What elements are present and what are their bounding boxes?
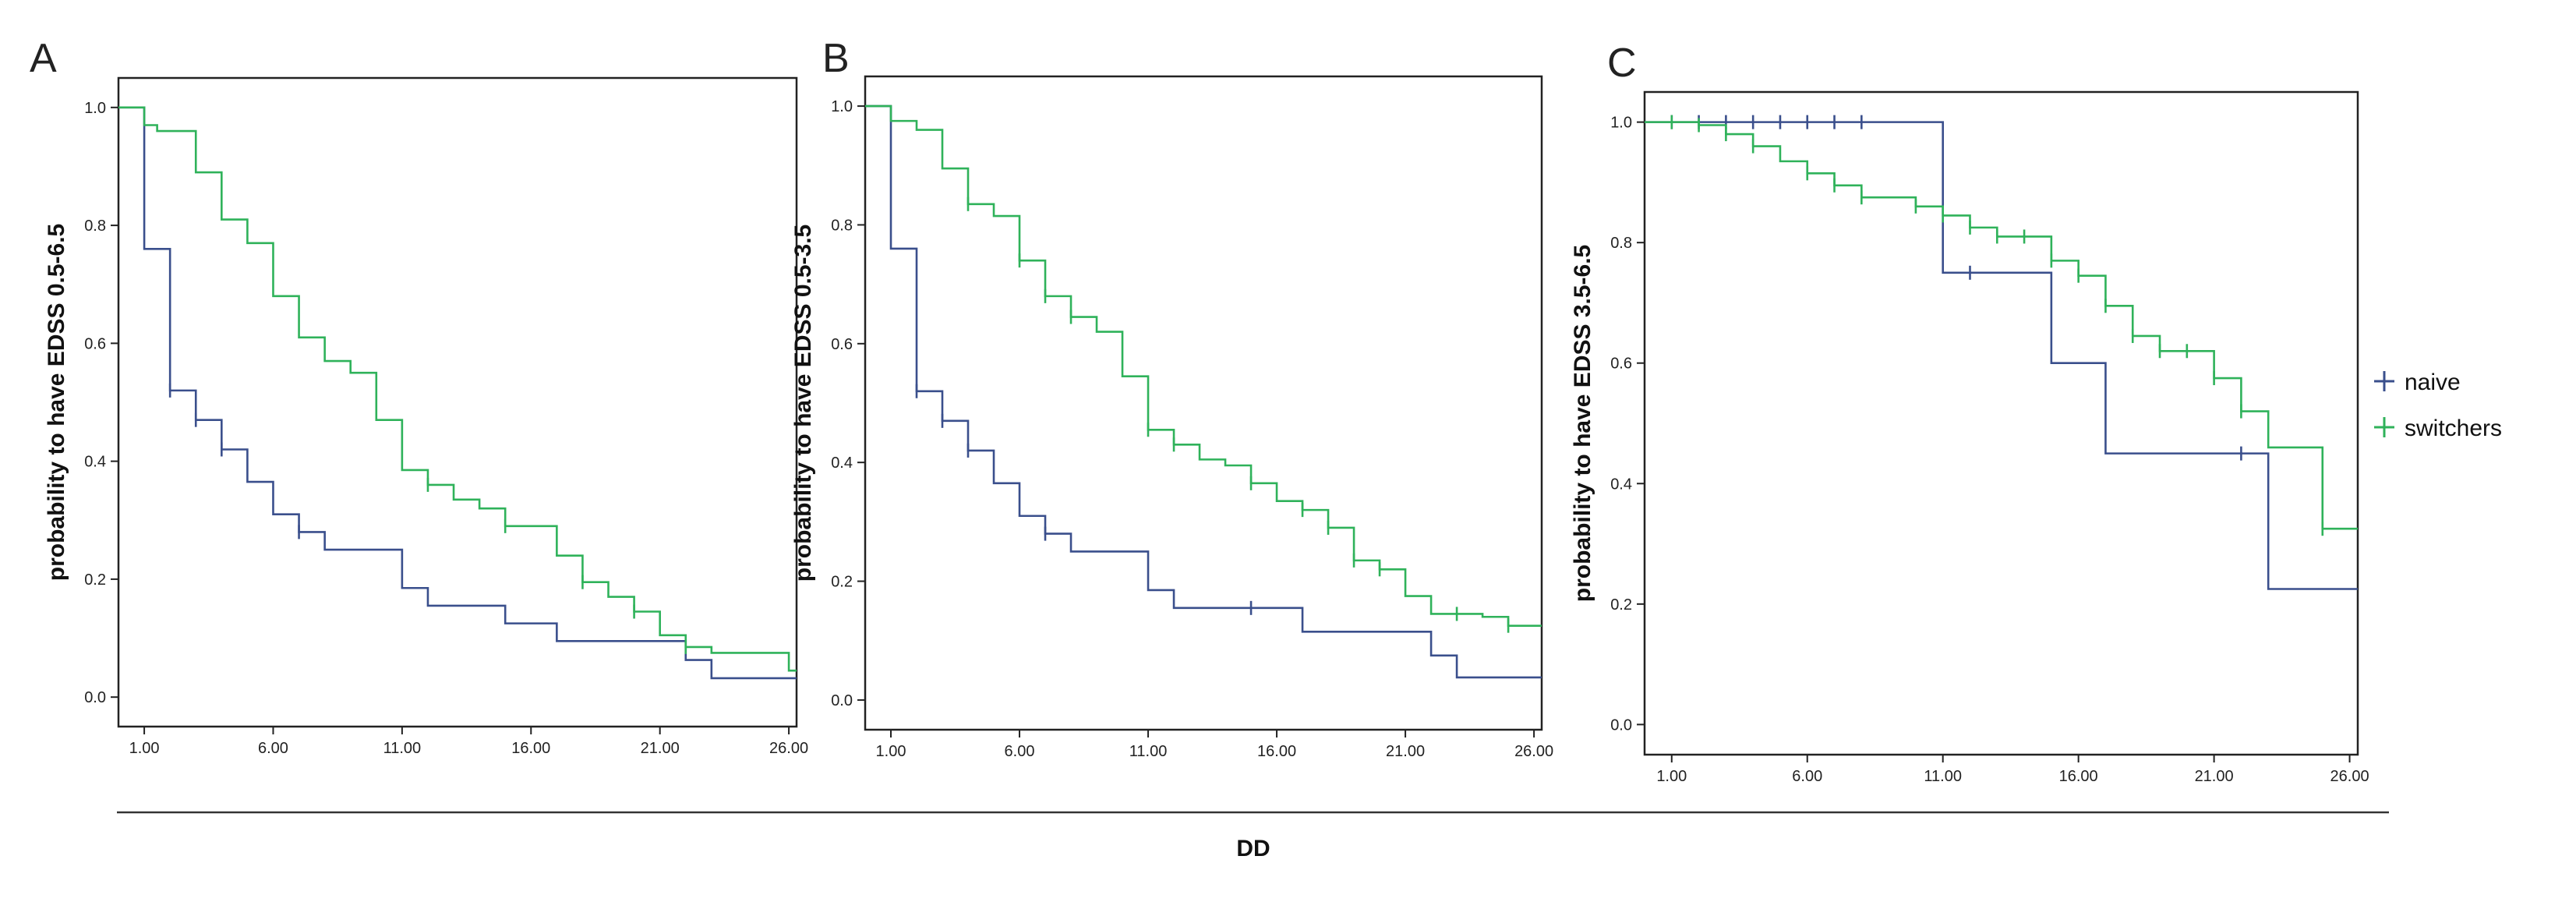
- panel-a-y-tick-label: 0.2: [84, 571, 106, 589]
- panel-a-x-tick-label: 21.00: [641, 740, 680, 757]
- panel-b-naive-survival-curve: [865, 104, 1542, 679]
- panel-a-y-tick-label: 0.0: [84, 689, 106, 706]
- panel-a-y-tick-label: 0.8: [84, 218, 106, 235]
- panel-a-plot-frame: [117, 76, 798, 728]
- panel-a-plot: 0.0 0.2 0.4 0.6 0.8 1.0 1.00 6.00 11.00 16.00 21.0…: [44, 76, 808, 757]
- panel-c-y-tick-label: 0.8: [1610, 235, 1632, 252]
- panel-a-x-tick-label: 1.00: [129, 740, 160, 757]
- panel-c-x-tick-label: 26.00: [2330, 768, 2369, 785]
- panel-a-y-axis-label: probability to have EDSS 0.5-6.5: [44, 224, 69, 581]
- panel-c-y-tick-label: 1.0: [1610, 115, 1632, 132]
- panel-c-x-tick-label: 1.00: [1656, 768, 1687, 785]
- panel-c-y-tick-label: 0.4: [1610, 476, 1632, 493]
- legend-switchers-label: switchers: [2405, 416, 2502, 441]
- panel-c-switchers-survival-curve: [1645, 121, 2358, 530]
- shared-x-axis-label: DD: [1236, 836, 1270, 861]
- panel-c-plot-frame: [1643, 90, 2359, 756]
- panel-b-plot: 0.0 0.2 0.4 0.6 0.8 1.0 1.00 6.00 11.00 16.00 21.0…: [790, 75, 1553, 760]
- panel-b-switchers-survival-curve: [865, 104, 1542, 627]
- panel-c-x-tick-label: 21.00: [2195, 768, 2234, 785]
- legend-naive-label: naive: [2405, 370, 2461, 395]
- panel-b-y-tick-label: 0.6: [831, 336, 853, 353]
- panel-a-x-tick-label: 11.00: [383, 740, 422, 757]
- panel-a-naive-survival-curve: [118, 106, 797, 680]
- panel-b-x-tick-label: 26.00: [1514, 743, 1553, 760]
- panel-b-x-tick-label: 6.00: [1005, 743, 1035, 760]
- panel-a-y-tick-label: 0.4: [84, 454, 106, 471]
- panel-letter-c: C: [1607, 41, 1637, 86]
- panel-b-x-tick-label: 16.00: [1257, 743, 1296, 760]
- panel-b-x-tick-label: 21.00: [1386, 743, 1425, 760]
- panel-a-switchers-survival-curve: [118, 106, 797, 672]
- panel-b-y-tick-label: 1.0: [831, 98, 853, 115]
- panel-b-x-tick-label: 1.00: [876, 743, 906, 760]
- panel-b-x-tick-label: 11.00: [1129, 743, 1168, 760]
- panel-b-plot-frame: [864, 75, 1543, 731]
- panel-a-y-tick-label: 1.0: [84, 100, 106, 117]
- panel-letter-b: B: [822, 36, 850, 81]
- panel-c-naive-survival-curve: [1645, 121, 2358, 590]
- legend: naive switchers: [2374, 370, 2502, 441]
- panel-a-x-tick-label: 26.00: [769, 740, 808, 757]
- panel-c-x-tick-label: 6.00: [1792, 768, 1822, 785]
- panel-c-y-tick-label: 0.0: [1610, 716, 1632, 734]
- panel-c-x-tick-label: 11.00: [1924, 768, 1962, 785]
- panel-c-x-tick-label: 16.00: [2059, 768, 2098, 785]
- panel-c-plot: 0.0 0.2 0.4 0.6 0.8 1.0 1.00 6.00 11.00 16.00 21.0…: [1570, 90, 2369, 785]
- panel-c-y-tick-label: 0.2: [1610, 596, 1632, 614]
- panel-b-y-tick-label: 0.8: [831, 217, 853, 234]
- panel-a-x-tick-label: 16.00: [511, 740, 550, 757]
- panel-letter-a: A: [30, 36, 57, 81]
- panel-b-y-tick-label: 0.4: [831, 455, 853, 472]
- panel-b-y-tick-label: 0.2: [831, 574, 853, 591]
- panel-c-y-axis-label: probability to have EDSS 3.5-6.5: [1570, 245, 1595, 602]
- panel-c-y-tick-label: 0.6: [1610, 355, 1632, 373]
- panel-b-y-tick-label: 0.0: [831, 692, 853, 709]
- panel-b-y-axis-label: probability to have EDSS 0.5-3.5: [790, 225, 816, 582]
- panel-a-x-tick-label: 6.00: [258, 740, 288, 757]
- panel-a-y-tick-label: 0.6: [84, 335, 106, 352]
